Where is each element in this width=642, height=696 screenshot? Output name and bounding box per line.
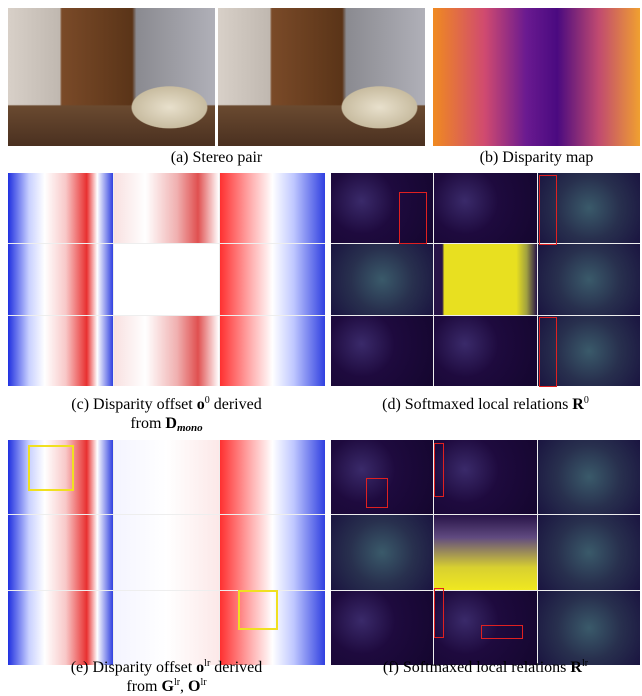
caption-b: (b) Disparity map — [433, 148, 640, 167]
caption-symbol: o — [197, 396, 205, 413]
caption-sup: lr — [201, 677, 207, 688]
map-tile — [434, 440, 536, 514]
caption-f: (f) Softmaxed local relations Rlr — [331, 658, 640, 677]
map-tile — [8, 515, 113, 589]
map-tile — [220, 440, 325, 514]
caption-symbol: R — [572, 396, 584, 413]
caption-text: (c) Disparity offset — [71, 396, 196, 413]
caption-symbol: G — [161, 678, 173, 695]
map-tile — [220, 173, 325, 243]
caption-sub: mono — [177, 422, 203, 434]
map-tile — [8, 173, 113, 243]
disparity-map — [433, 8, 640, 146]
caption-sup: 0 — [584, 395, 589, 406]
left-image — [8, 8, 215, 146]
map-tile — [8, 591, 113, 665]
caption-c: (c) Disparity offset o0 derived from Dmo… — [8, 395, 325, 433]
map-tile — [331, 591, 433, 665]
map-tile — [331, 515, 433, 589]
caption-text: derived — [210, 659, 262, 676]
highlight-box — [399, 192, 427, 244]
map-tile — [538, 440, 640, 514]
map-tile — [114, 440, 219, 514]
relation-grid — [331, 173, 640, 386]
map-tile — [114, 515, 219, 589]
map-tile — [434, 316, 536, 386]
highlight-box — [539, 317, 557, 387]
map-tile — [114, 316, 219, 386]
caption-symbol: o — [196, 659, 204, 676]
map-tile — [114, 244, 219, 314]
map-tile — [220, 515, 325, 589]
map-tile — [538, 515, 640, 589]
highlight-box — [28, 445, 74, 491]
caption-symbol: O — [188, 678, 200, 695]
map-tile — [220, 316, 325, 386]
highlight-box — [366, 478, 388, 508]
highlight-box — [434, 588, 444, 638]
map-tile — [8, 244, 113, 314]
caption-text: (d) Softmaxed local relations — [382, 396, 572, 413]
caption-text: (e) Disparity offset — [71, 659, 196, 676]
map-tile — [538, 244, 640, 314]
caption-sup: lr — [582, 658, 588, 669]
map-tile — [114, 591, 219, 665]
map-tile — [434, 173, 536, 243]
caption-symbol: R — [570, 659, 582, 676]
map-tile — [538, 591, 640, 665]
figure: (a) Stereo pair (b) Disparity map (c) Di… — [0, 0, 642, 696]
map-tile — [331, 316, 433, 386]
map-tile — [434, 244, 536, 314]
caption-text: derived — [210, 396, 262, 413]
map-tile — [434, 515, 536, 589]
highlight-box — [238, 590, 278, 630]
caption-symbol: D — [165, 415, 177, 432]
map-tile — [220, 244, 325, 314]
caption-e: (e) Disparity offset olr derived from Gl… — [8, 658, 325, 696]
highlight-box — [481, 625, 523, 639]
caption-text: (f) Softmaxed local relations — [383, 659, 571, 676]
caption-text: from — [130, 415, 165, 432]
highlight-box — [434, 443, 444, 497]
map-tile — [331, 244, 433, 314]
caption-text: from — [126, 678, 161, 695]
offset-grid — [8, 173, 325, 386]
right-image — [218, 8, 425, 146]
caption-a: (a) Stereo pair — [8, 148, 425, 167]
caption-d: (d) Softmaxed local relations R0 — [331, 395, 640, 414]
map-tile — [114, 173, 219, 243]
caption-text: , — [180, 678, 188, 695]
map-tile — [8, 316, 113, 386]
highlight-box — [539, 175, 557, 245]
